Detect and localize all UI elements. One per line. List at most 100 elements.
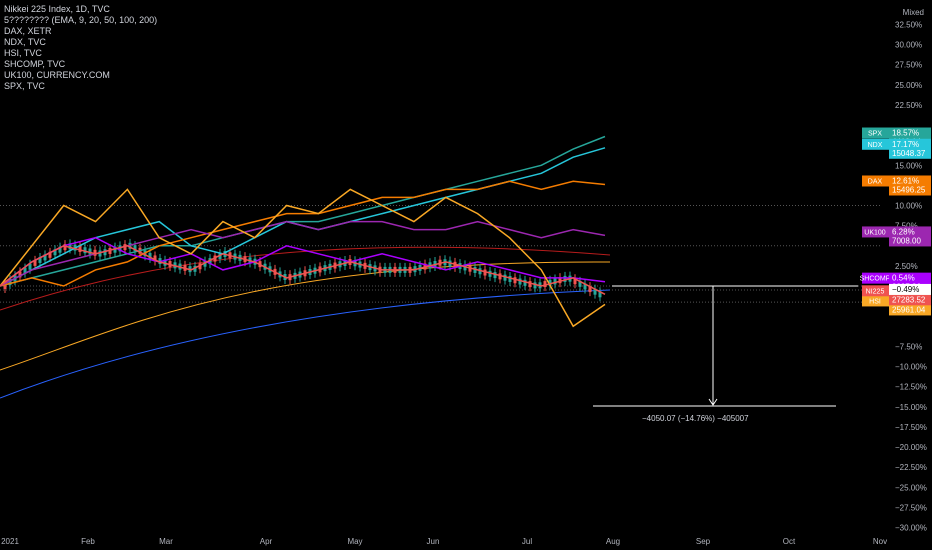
y-tick-label: −25.00% [895, 483, 927, 492]
series-price: 25961.04 [892, 305, 926, 314]
x-tick-label: Apr [260, 537, 273, 546]
candle-body [493, 272, 497, 279]
y-tick-label: −10.00% [895, 363, 927, 372]
candle-body [193, 265, 197, 272]
candle-body [53, 249, 57, 256]
candle-body [488, 270, 492, 277]
x-tick-label: Mar [159, 537, 173, 546]
x-tick-label: 2021 [1, 537, 19, 546]
current-line-label: −0.49% [892, 285, 919, 294]
candle-body [563, 275, 567, 282]
x-tick-label: Jul [522, 537, 532, 546]
y-tick-label: −20.00% [895, 443, 927, 452]
y-tick-label: −15.00% [895, 403, 927, 412]
x-tick-label: Nov [873, 537, 887, 546]
series-value-badge [889, 175, 931, 196]
y-tick-label: 2.50% [895, 262, 918, 271]
y-tick-label: −30.00% [895, 524, 927, 533]
y-tick-label: 32.50% [895, 20, 922, 29]
series-price: 27283.52 [892, 295, 926, 304]
candle-body [88, 248, 92, 255]
current-line-badge [889, 283, 931, 295]
candle-body [148, 252, 152, 259]
y-tick-label: 7.50% [895, 222, 918, 231]
ema-200-line [0, 289, 611, 399]
legend-main: Nikkei 225 Index, 1D, TVC [4, 4, 110, 14]
candle-body [93, 249, 97, 256]
series-line-ni225 [0, 245, 606, 295]
series-badge-label: UK100 [864, 229, 886, 236]
legend-symbol: SPX, TVC [4, 81, 45, 91]
candle-body [548, 279, 552, 286]
candle-body [98, 250, 102, 257]
candle-body [78, 245, 82, 252]
candle-body [573, 278, 577, 285]
candle-body [23, 267, 27, 274]
x-tick-label: Sep [696, 537, 711, 546]
measure-label: −4050.07 (−14.76%) −405007 [642, 414, 749, 423]
candle-body [108, 247, 112, 254]
candle-body [68, 243, 72, 250]
candle-body [48, 251, 52, 258]
y-tick-label: 27.50% [895, 61, 922, 70]
candle-body [3, 283, 7, 289]
candle-body [198, 263, 202, 270]
measure-arrow-icon [708, 398, 718, 406]
candle-body [508, 275, 512, 282]
series-value-badge [889, 138, 931, 159]
legend-symbol: SHCOMP, TVC [4, 59, 66, 69]
candle-body [553, 278, 557, 285]
scale-mode-label[interactable]: Mixed [902, 8, 924, 17]
legend-symbol: HSI, TVC [4, 48, 42, 58]
x-tick-label: May [347, 537, 362, 546]
y-tick-label: −17.50% [895, 423, 927, 432]
series-badge-spx [862, 127, 889, 139]
y-tick-label: 25.00% [895, 81, 922, 90]
candle-body [58, 246, 62, 253]
legend-ema: 5???????? (EMA, 9, 20, 50, 100, 200) [4, 15, 158, 25]
candle-body [18, 271, 22, 278]
series-badge-shcomp [862, 272, 889, 284]
y-tick-label: −27.50% [895, 503, 927, 512]
candle-body [33, 259, 37, 266]
y-tick-label: −22.50% [895, 463, 927, 472]
series-change: 6.28% [892, 227, 915, 236]
series-badge-hsi [862, 295, 889, 307]
series-badge-dax [862, 175, 889, 187]
candle-body [28, 263, 32, 270]
series-change: 12.61% [892, 176, 919, 185]
candle-body [38, 256, 42, 263]
y-tick-label: 30.00% [895, 41, 922, 50]
candle-body [83, 247, 87, 254]
series-line-spx [0, 135, 606, 287]
series-price: 7008.00 [892, 236, 921, 245]
candle-body [528, 281, 532, 288]
candle-body [43, 254, 47, 261]
candle-body [153, 255, 157, 262]
candle-body [588, 286, 592, 293]
series-badge-label: NDX [868, 142, 883, 149]
candle-body [513, 277, 517, 284]
candle-body [543, 281, 547, 288]
candle-body [498, 273, 502, 280]
series-price: 15048.37 [892, 149, 926, 158]
series-change: 17.17% [892, 140, 919, 149]
x-tick-label: Oct [783, 537, 796, 546]
candle-body [63, 244, 67, 251]
y-tick-label: 22.50% [895, 101, 922, 110]
candle-body [558, 277, 562, 284]
legend-symbol: NDX, TVC [4, 37, 46, 47]
candle-body [583, 283, 587, 290]
legend-symbol: UK100, CURRENCY.COM [4, 70, 110, 80]
series-badge-ndx [862, 138, 889, 150]
series-line-hsi [0, 188, 606, 328]
candle-body [593, 288, 597, 295]
candle-body [598, 291, 602, 298]
y-tick-label: −7.50% [895, 342, 922, 351]
series-badge-label: DAX [868, 178, 883, 185]
candle-body [8, 279, 12, 286]
series-value-badge [889, 226, 931, 247]
series-badge-label: HSI [869, 298, 881, 305]
series-change: 0.54% [892, 274, 915, 283]
